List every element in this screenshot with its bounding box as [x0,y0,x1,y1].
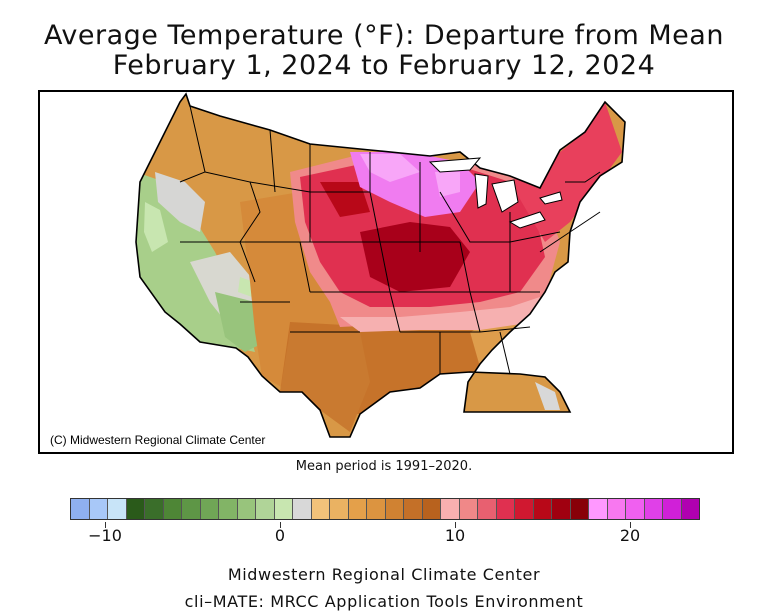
legend-swatch [681,499,699,519]
legend-swatch [644,499,663,519]
legend-swatch [274,499,293,519]
legend-swatch [552,499,571,519]
legend-swatch [311,499,330,519]
mean-period-note: Mean period is 1991–2020. [295,459,473,474]
florida-gray [535,382,560,410]
texas-orange [280,332,370,432]
great-lakes [428,157,563,229]
map-subtitle: February 1, 2024 to February 12, 2024 [112,50,656,81]
legend-swatch [330,499,349,519]
legend-swatch [422,499,441,519]
footer-org: Midwestern Regional Climate Center [227,565,541,584]
darkred-north [320,182,370,217]
state-borders [179,105,601,375]
legend-tick-label: 10 [444,526,466,545]
light-magenta [360,154,460,197]
legend-swatch [163,499,182,519]
legend-swatch [385,499,404,519]
legend-tick-label: 0 [274,526,286,545]
northeast-red [510,102,622,242]
legend-tick [455,522,456,528]
legend-swatch [663,499,682,519]
legend-swatch [404,499,423,519]
legend-swatch [589,499,608,519]
legend-swatch [441,499,460,519]
legend-swatch [108,499,127,519]
us-outline [135,92,626,438]
legend-swatch [200,499,219,519]
legend-swatch [533,499,552,519]
legend-swatch [71,499,90,519]
transition-light [340,297,540,332]
map-title: Average Temperature (°F): Departure from… [44,20,724,51]
legend-swatch [626,499,645,519]
legend-swatch [256,499,275,519]
dark-red-core [360,222,470,292]
legend-tick [105,522,106,528]
legend-swatch [515,499,534,519]
west-gray-zone [155,172,205,232]
legend-swatch [89,499,108,519]
legend-swatch [570,499,589,519]
legend-swatch [145,499,164,519]
legend-swatch [607,499,626,519]
legend-tick-label: 20 [619,526,641,545]
legend-swatch [367,499,386,519]
legend-swatch [126,499,145,519]
legend-swatch [496,499,515,519]
copyright: (C) Midwestern Regional Climate Center [50,433,265,447]
legend-swatch [237,499,256,519]
legend-swatch [478,499,497,519]
us-map: (C) Midwestern Regional Climate Center [50,92,626,447]
legend-tick [630,522,631,528]
footer-tool: cli–MATE: MRCC Application Tools Environ… [184,592,584,611]
legend-tick-label: −10 [88,526,122,545]
temperature-map: (C) Midwestern Regional Climate Center [38,90,734,454]
lightgreen-patches [144,202,254,297]
legend-swatch [293,499,312,519]
legend-swatch [459,499,478,519]
color-legend [70,498,700,520]
legend-swatch [219,499,238,519]
legend-swatch [348,499,367,519]
legend-swatch [182,499,201,519]
legend-tick [280,522,281,528]
